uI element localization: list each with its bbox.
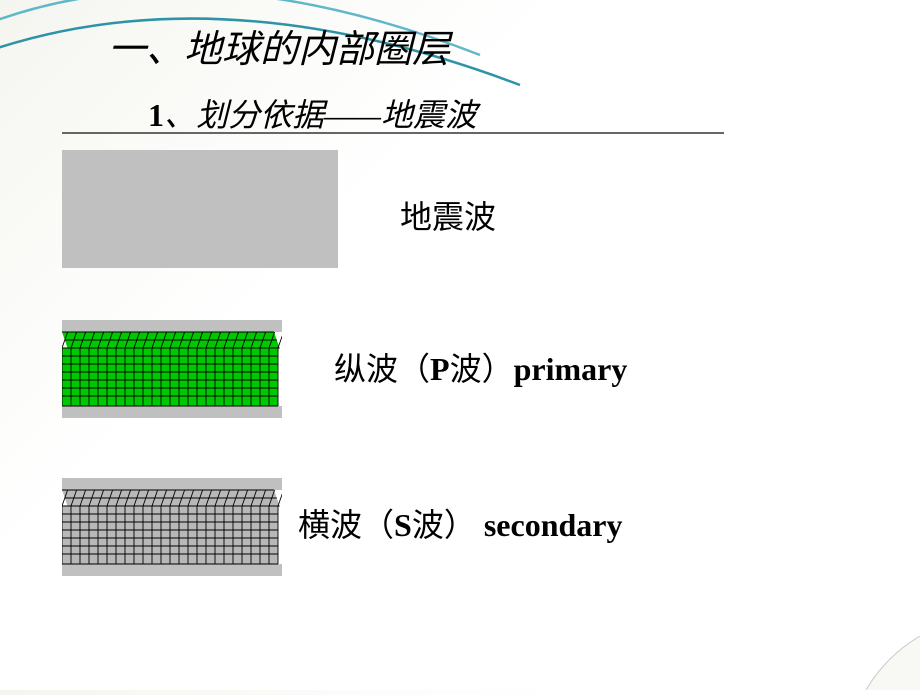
- label-s-en: secondary: [484, 507, 623, 543]
- label-p-letter: P: [430, 351, 450, 387]
- label-s-letter: S: [394, 507, 412, 543]
- subtitle-text: 、划分依据——地震波: [164, 97, 477, 133]
- wave-block-plain: [62, 150, 338, 268]
- label-p-wave: 纵波（P波）primary: [334, 344, 627, 390]
- label-seismic-wave-text: 地震波: [400, 199, 496, 235]
- label-p-en: primary: [514, 351, 628, 387]
- label-s-wave: 横波（S波） secondary: [298, 500, 622, 546]
- label-s-cn1: 横波（: [298, 507, 394, 543]
- section-title: 一、地球的内部圈层: [108, 18, 450, 73]
- wave-block-s: [62, 478, 282, 576]
- wave-block-p: [62, 320, 282, 418]
- section-subtitle: 1、划分依据——地震波: [148, 90, 477, 136]
- subtitle-underline: [62, 132, 724, 134]
- page-curl-icon: [866, 636, 920, 690]
- label-seismic-wave: 地震波: [400, 192, 496, 238]
- subtitle-number: 1: [148, 97, 164, 133]
- label-p-cn1: 纵波（: [334, 351, 430, 387]
- label-p-cn2: 波）: [450, 351, 514, 387]
- label-s-cn2: 波）: [412, 507, 484, 543]
